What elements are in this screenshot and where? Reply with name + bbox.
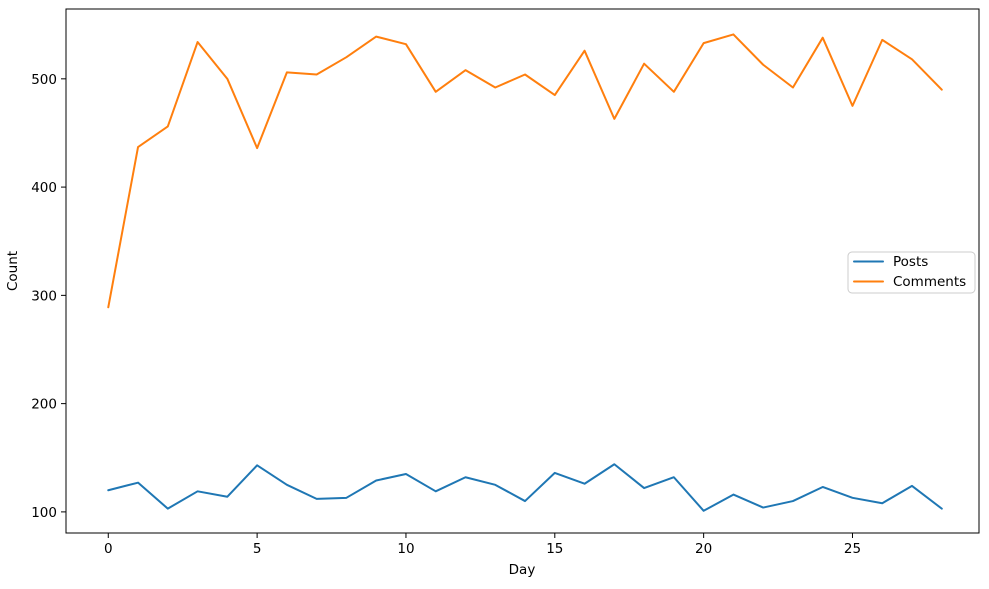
x-axis-ticks: 0 5 10 15 20 25 bbox=[104, 533, 861, 557]
y-tick-label: 500 bbox=[31, 72, 57, 88]
plot-border bbox=[65, 8, 980, 534]
legend-comments-label: Comments bbox=[893, 274, 966, 290]
y-tick-label: 100 bbox=[31, 505, 57, 521]
x-tick-label: 25 bbox=[844, 541, 861, 557]
y-axis-ticks: 100 200 300 400 500 bbox=[31, 72, 66, 521]
comments-line bbox=[107, 33, 943, 309]
data-series bbox=[107, 33, 943, 512]
x-tick-label: 20 bbox=[695, 541, 712, 557]
x-tick-label: 0 bbox=[104, 541, 113, 557]
x-tick-label: 15 bbox=[546, 541, 563, 557]
legend-posts-label: Posts bbox=[893, 254, 928, 270]
legend: Posts Comments bbox=[847, 251, 976, 294]
y-tick-label: 200 bbox=[31, 397, 57, 413]
y-tick-label: 400 bbox=[31, 180, 57, 196]
y-tick-label: 300 bbox=[31, 288, 57, 304]
x-axis-label: Day bbox=[509, 562, 536, 578]
posts-line bbox=[107, 463, 943, 512]
y-axis-label: Count bbox=[5, 251, 21, 291]
x-tick-label: 5 bbox=[253, 541, 262, 557]
x-tick-label: 10 bbox=[397, 541, 414, 557]
